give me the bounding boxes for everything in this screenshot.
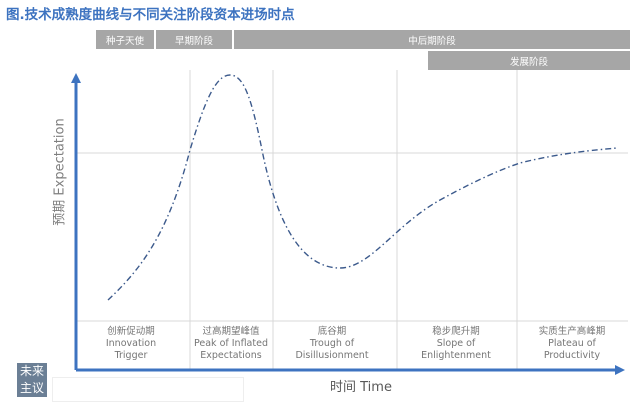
band-growth-stage: 发展阶段	[428, 51, 630, 70]
stage-trough-of-disillusionment: 底谷期 Trough of Disillusionment	[272, 326, 392, 362]
stage-label-zh: 过高期望峰值	[202, 326, 260, 337]
diagram-title: 图.技术成熟度曲线与不同关注阶段资本进场时点	[6, 7, 295, 23]
watermark-line: 未来	[20, 364, 45, 378]
stage-label-en: Enlightenment	[421, 350, 491, 361]
band-mid-late-stage: 中后期阶段	[234, 30, 630, 49]
stage-divider-lines	[189, 70, 518, 370]
stage-label-en: Innovation	[105, 338, 157, 349]
stage-slope-of-enlightenment: 稳步爬升期 Slope of Enlightenment	[396, 326, 516, 362]
band-early-stage: 早期阶段	[156, 30, 232, 49]
stage-label-en: Disillusionment	[295, 350, 369, 361]
hype-cycle-curve	[107, 74, 618, 301]
band-seed-angel: 种子天使	[96, 30, 154, 49]
stage-label-zh: 稳步爬升期	[432, 326, 480, 337]
stage-label-en: Trigger	[114, 350, 148, 361]
stage-label-en: Expectations	[200, 350, 262, 361]
stage-label-en: Slope of	[436, 338, 476, 349]
stage-label-en: Productivity	[543, 350, 601, 361]
x-axis-label: 时间 Time	[330, 380, 392, 395]
stage-label-en: Trough of	[309, 338, 355, 349]
stage-plateau-of-productivity: 实质生产高峰期 Plateau of Productivity	[512, 326, 632, 362]
watermark-line: 主议	[20, 381, 45, 395]
stage-label-zh: 创新促动期	[107, 326, 155, 337]
y-axis-label: 预期 Expectation	[52, 118, 68, 226]
stage-label-zh: 底谷期	[317, 326, 347, 337]
stage-label-zh: 实质生产高峰期	[538, 326, 606, 337]
stage-innovation-trigger: 创新促动期 Innovation Trigger	[71, 326, 191, 362]
stage-peak-of-inflated-expectations: 过高期望峰值 Peak of Inflated Expectations	[171, 326, 291, 362]
stage-label-en: Plateau of	[548, 338, 596, 349]
stage-label-en: Peak of Inflated	[194, 338, 268, 349]
blank-overlay	[52, 377, 244, 402]
watermark-logo: 未来 主议	[17, 363, 48, 397]
